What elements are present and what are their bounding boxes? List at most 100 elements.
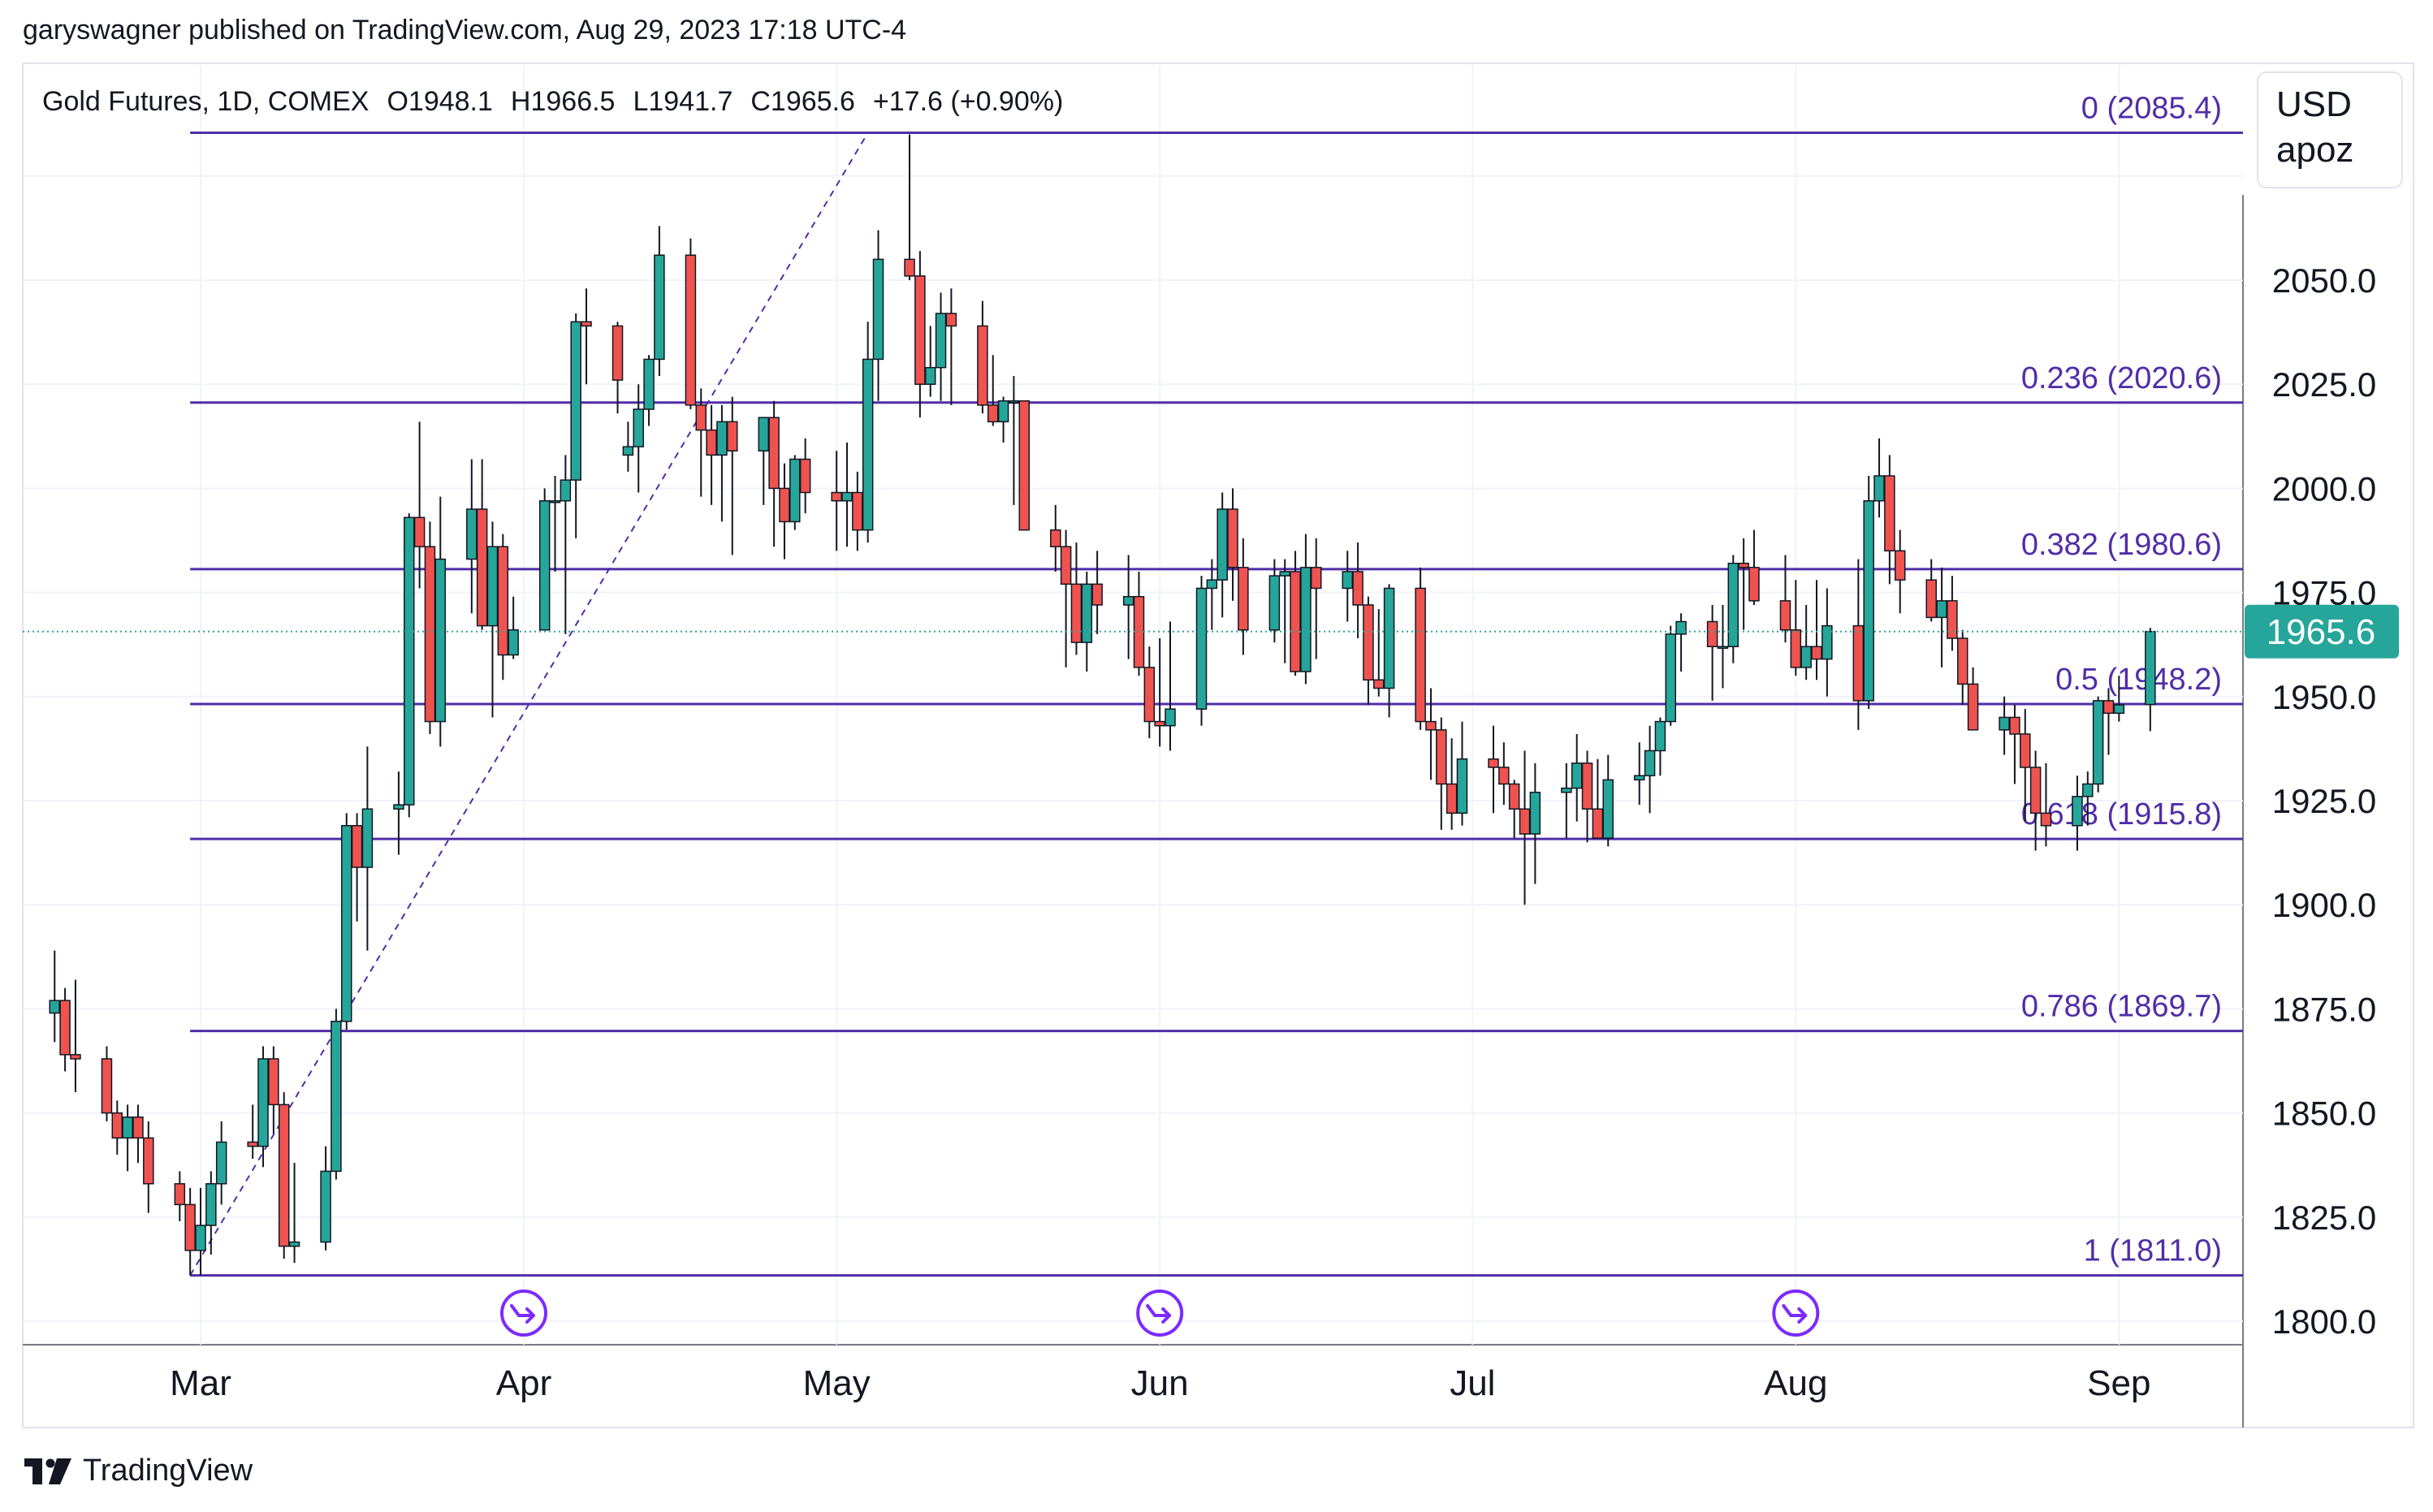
candle [132,1104,144,1164]
candle-body [466,508,478,560]
candle [1967,667,1979,731]
candle [1602,754,1614,847]
legend-open: O1948.1 [387,86,492,117]
candle [1738,538,1749,630]
candle-body [633,408,644,447]
candle-body [1508,783,1520,810]
candle [1122,555,1134,659]
candle [278,1091,290,1259]
candle-body [1091,583,1103,606]
candle [2092,696,2104,793]
candle [404,513,415,818]
candle [1727,555,1739,663]
candle-body [1581,762,1593,810]
fib-level-label: 0.618 (1915.8) [2021,797,2222,832]
candle [1790,580,1802,676]
chart-frame [22,63,2414,1428]
candle [195,1187,206,1276]
candle [987,355,999,426]
candle [466,459,478,614]
candle-body [195,1225,206,1251]
candle [1665,625,1677,726]
event-markers[interactable] [500,1290,1820,1337]
candle [1800,604,1812,680]
candle [1925,559,1937,622]
candle [2082,771,2094,826]
candle [1748,529,1760,605]
fib-trend-line[interactable] [189,132,869,1277]
candle-body [1122,595,1134,606]
candle [1936,567,1947,667]
candle [1070,542,1083,655]
candle [945,288,957,405]
candle-body [1633,775,1645,781]
candle [1894,529,1906,614]
marker-arrow [510,1304,535,1324]
candle [633,384,644,493]
candle [320,1146,331,1251]
candle [1717,604,1729,689]
candle [508,596,519,659]
candle-body [799,458,811,494]
fib-level-label: 0 (2085.4) [2081,91,2222,125]
candle-body [2072,796,2083,827]
candle-body [1227,508,1238,568]
arrow-circle-icon[interactable] [500,1290,547,1337]
candle-body [1675,620,1687,635]
candle-body [1654,720,1666,752]
time-axis[interactable]: Mar Apr May Jun Jul Aug Sep [170,1363,2150,1403]
candle [2009,705,2020,784]
arrow-circle-icon[interactable] [1136,1290,1184,1337]
candle [351,813,363,922]
candle [101,1046,113,1121]
time-tick-label: Aug [1764,1363,1827,1403]
arrow-circle-icon[interactable] [1772,1290,1820,1337]
candle-body [143,1137,154,1185]
candle [768,400,780,547]
candle [1415,567,1426,730]
price-axis[interactable]: 1800.0 1825.0 1850.0 1875.0 1900.0 1925.0 1950… [2272,261,2376,1341]
candle-body [476,508,488,627]
candle [549,476,561,572]
fibonacci-retracement[interactable]: 0 (2085.4) 0.236 (2020.6) 0.382 (1980.6) 0.… [189,91,2243,1277]
candle [1008,375,1020,505]
candle [1498,742,1510,806]
candle-body [1008,400,1020,404]
marker-circle [500,1290,547,1337]
candle [340,813,352,1030]
candle [560,455,572,634]
candle [1300,534,1312,685]
candle-body [1373,679,1385,689]
candle [1383,584,1395,718]
price-tick-label: 1900.0 [2272,886,2376,924]
candle [1644,725,1656,814]
candle-body [1644,750,1656,776]
candle [1884,455,1895,585]
candle-body [1488,758,1499,768]
currency-unit-box[interactable]: USD apoz [2257,71,2403,188]
candle-body [434,558,447,723]
candle-body [331,1021,342,1173]
candle [1873,438,1885,518]
candle [1863,476,1874,710]
candle-body [413,516,426,547]
candle-body [622,446,634,456]
legend-high: H1966.5 [511,86,616,117]
candle [1999,696,2010,755]
candle-body [1967,683,1979,731]
tradingview-brand[interactable]: TradingView [24,1454,253,1488]
candle-body [2092,700,2104,785]
candle-body [2145,631,2156,706]
candle-body [831,491,842,502]
candle [288,1163,300,1264]
candle [143,1121,154,1213]
candle-body [904,258,915,277]
candle-body [101,1058,113,1114]
candle-body [768,417,780,490]
currency-label: USD [2276,84,2352,124]
candle [799,438,811,514]
candle [611,322,624,414]
candle-body [1894,550,1906,581]
candle [205,1171,217,1255]
